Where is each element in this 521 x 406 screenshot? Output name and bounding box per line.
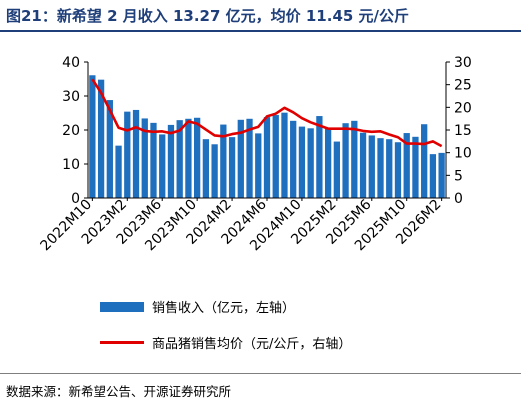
- revenue-bar: [351, 120, 358, 198]
- revenue-bar: [290, 120, 297, 198]
- left-axis-tick-label: 20: [62, 123, 80, 139]
- left-axis-tick-label: 30: [62, 89, 80, 105]
- revenue-bar: [228, 137, 236, 198]
- revenue-bar: [307, 128, 314, 198]
- revenue-bar: [202, 139, 210, 198]
- chart-title: 图21：新希望 2 月收入 13.27 亿元，均价 11.45 元/公斤: [6, 7, 410, 25]
- revenue-bar: [368, 135, 375, 198]
- right-axis-tick-label: 5: [454, 168, 463, 184]
- right-axis-tick-label: 10: [454, 146, 472, 162]
- revenue-bar: [106, 100, 113, 198]
- legend-bar-label: 销售收入（亿元，左轴）: [152, 301, 296, 316]
- revenue-bar: [394, 142, 402, 198]
- revenue-bar: [176, 120, 183, 198]
- revenue-bar: [255, 133, 262, 198]
- revenue-bar: [377, 138, 384, 198]
- revenue-bar: [324, 127, 332, 198]
- right-axis-tick-label: 15: [454, 123, 472, 139]
- revenue-bar: [359, 132, 367, 198]
- revenue-bar: [429, 154, 437, 198]
- revenue-bar: [421, 124, 428, 198]
- right-axis-tick-label: 30: [454, 55, 472, 71]
- left-axis-tick-label: 40: [62, 55, 80, 71]
- revenue-bar: [298, 126, 306, 198]
- source-note: 数据来源：新希望公告、开源证券研究所: [6, 384, 232, 399]
- revenue-bar: [89, 75, 96, 198]
- right-axis-tick-label: 25: [454, 78, 472, 94]
- left-axis-tick-label: 0: [71, 191, 80, 207]
- revenue-bar: [272, 115, 279, 198]
- legend-item-line: 商品猪销售均价（元/公斤，右轴）: [100, 333, 351, 352]
- revenue-bar: [211, 144, 218, 198]
- revenue-bar: [185, 118, 192, 198]
- legend-bar-swatch: [100, 301, 144, 312]
- legend-item-bar: 销售收入（亿元，左轴）: [100, 297, 295, 316]
- price-line: [91, 78, 443, 148]
- revenue-bar: [263, 117, 271, 198]
- title-rule: [0, 30, 521, 32]
- revenue-bar: [333, 141, 340, 198]
- revenue-bar: [342, 123, 349, 198]
- right-axis-tick-label: 0: [454, 191, 463, 207]
- revenue-bar: [194, 117, 201, 198]
- revenue-bar: [246, 118, 253, 198]
- revenue-bar: [220, 124, 227, 198]
- revenue-bar: [316, 116, 323, 198]
- revenue-bar: [412, 136, 419, 198]
- revenue-bar: [159, 134, 166, 198]
- right-axis-tick-label: 20: [454, 100, 472, 116]
- revenue-bar: [115, 145, 122, 198]
- left-axis-tick-label: 10: [62, 157, 80, 173]
- revenue-bar: [403, 133, 410, 198]
- revenue-bar: [124, 111, 131, 198]
- revenue-bar: [167, 124, 175, 198]
- revenue-bar: [438, 152, 445, 198]
- revenue-bar: [150, 122, 157, 198]
- revenue-bar: [281, 112, 288, 198]
- footer-rule: [0, 373, 521, 374]
- revenue-bar: [237, 119, 244, 198]
- legend-line-swatch: [100, 341, 144, 344]
- legend-line-label: 商品猪销售均价（元/公斤，右轴）: [152, 337, 352, 352]
- revenue-bar: [141, 118, 148, 198]
- revenue-bar: [97, 79, 105, 198]
- revenue-bar: [132, 109, 140, 198]
- revenue-bar: [386, 139, 393, 198]
